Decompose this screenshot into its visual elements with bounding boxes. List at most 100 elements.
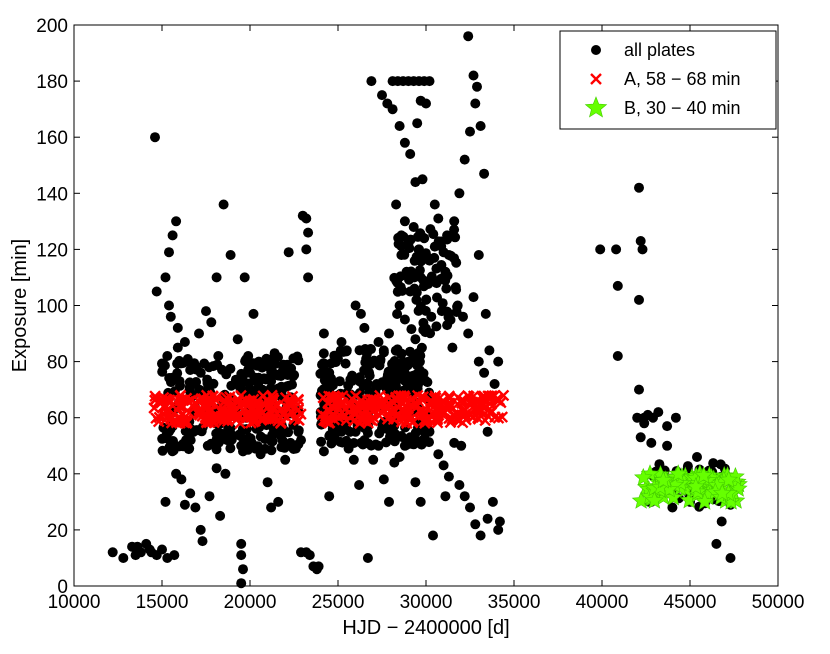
data-point-all-plates — [197, 536, 208, 547]
y-tick-label: 60 — [47, 409, 68, 430]
data-point-all-plates — [493, 524, 504, 535]
data-point-all-plates — [489, 379, 500, 389]
data-point-all-plates — [236, 578, 247, 589]
data-point-all-plates — [322, 380, 333, 391]
data-point-series-b — [653, 470, 673, 489]
data-point-all-plates — [437, 298, 448, 309]
data-point-all-plates — [487, 496, 498, 507]
data-point-all-plates — [211, 434, 222, 445]
data-point-all-plates — [172, 342, 183, 353]
data-point-all-plates — [273, 352, 283, 363]
data-point-all-plates — [318, 446, 329, 457]
data-point-all-plates — [473, 250, 484, 260]
data-point-all-plates — [465, 126, 475, 137]
data-point-all-plates — [692, 452, 702, 462]
data-point-all-plates — [201, 306, 211, 317]
y-tick-label: 100 — [36, 297, 68, 318]
legend-label: all plates — [624, 40, 695, 60]
data-point-all-plates — [634, 182, 644, 193]
data-point-all-plates — [235, 431, 246, 441]
data-point-all-plates — [171, 216, 182, 227]
data-point-all-plates — [425, 224, 436, 235]
data-point-all-plates — [459, 491, 470, 502]
data-point-all-plates — [160, 496, 171, 507]
data-point-all-plates — [162, 424, 173, 435]
data-point-all-plates — [343, 380, 354, 391]
data-point-all-plates — [429, 199, 440, 210]
data-point-all-plates — [404, 243, 415, 254]
data-point-all-plates — [384, 328, 394, 339]
data-point-all-plates — [416, 231, 427, 242]
data-point-all-plates — [392, 309, 403, 319]
data-point-all-plates — [167, 230, 178, 241]
data-point-all-plates — [194, 328, 204, 339]
data-point-series-b — [695, 492, 715, 510]
data-point-all-plates — [418, 281, 429, 292]
data-point-all-plates — [275, 368, 286, 379]
data-point-all-plates — [373, 337, 384, 347]
data-point-series-b — [712, 483, 732, 502]
data-point-all-plates — [377, 90, 387, 101]
data-point-all-plates — [406, 266, 417, 277]
x-axis: 10000 15000 20000 25000 30000 35000 40000 45000… — [48, 25, 804, 613]
x-tick-label: 45000 — [664, 592, 717, 613]
data-point-all-plates — [454, 188, 465, 199]
data-point-all-plates — [667, 502, 678, 513]
data-point-series-a — [192, 394, 205, 407]
y-tick-label: 120 — [36, 240, 68, 261]
data-point-all-plates — [639, 418, 650, 429]
data-point-all-plates — [354, 480, 365, 490]
data-point-all-plates — [415, 496, 426, 507]
data-point-all-plates — [225, 250, 236, 260]
data-point-all-plates — [195, 524, 206, 535]
data-point-all-plates — [301, 244, 312, 255]
data-point-all-plates — [342, 424, 352, 435]
data-point-series-a — [262, 400, 275, 413]
data-point-all-plates — [150, 132, 160, 143]
data-point-series-a — [220, 410, 233, 422]
data-point-all-plates — [440, 491, 451, 502]
data-point-all-plates — [288, 353, 299, 364]
data-point-all-plates — [416, 342, 427, 353]
data-point-all-plates — [390, 345, 401, 356]
data-point-all-plates — [399, 314, 410, 325]
data-point-all-plates — [185, 435, 196, 446]
data-point-series-a — [267, 412, 280, 425]
data-point-all-plates — [225, 443, 236, 454]
data-point-series-a — [382, 391, 395, 404]
data-point-series-a — [293, 414, 305, 426]
data-point-series-a — [353, 399, 366, 412]
data-point-all-plates — [468, 292, 479, 303]
data-point-all-plates — [224, 434, 235, 445]
data-point-series-b — [645, 490, 664, 509]
data-point-all-plates — [468, 70, 479, 81]
data-point-all-plates — [387, 104, 398, 115]
data-point-series-a — [467, 390, 480, 402]
data-point-all-plates — [239, 272, 250, 283]
data-point-all-plates — [199, 358, 210, 369]
data-point-all-plates — [132, 541, 143, 552]
x-tick-label: 25000 — [312, 592, 365, 613]
data-point-all-plates — [431, 263, 442, 274]
data-point-all-plates — [708, 458, 719, 469]
data-point-all-plates — [151, 286, 162, 297]
data-point-all-plates — [391, 199, 402, 210]
data-point-all-plates — [166, 438, 177, 449]
data-point-all-plates — [404, 274, 414, 285]
data-point-all-plates — [341, 435, 352, 446]
data-point-all-plates — [479, 168, 490, 179]
data-point-all-plates — [286, 363, 297, 374]
data-point-series-b — [686, 477, 706, 495]
data-point-all-plates — [725, 553, 736, 563]
data-point-series-a — [150, 412, 162, 425]
data-point-all-plates — [185, 488, 196, 499]
data-point-all-plates — [394, 121, 405, 131]
data-point-all-plates — [409, 283, 420, 294]
data-point-all-plates — [178, 441, 189, 452]
data-point-all-plates — [303, 227, 314, 238]
data-point-all-plates — [360, 344, 371, 354]
data-point-all-plates — [419, 437, 430, 447]
data-point-all-plates — [442, 234, 453, 245]
data-point-all-plates — [204, 491, 215, 502]
data-point-all-plates — [225, 363, 236, 374]
